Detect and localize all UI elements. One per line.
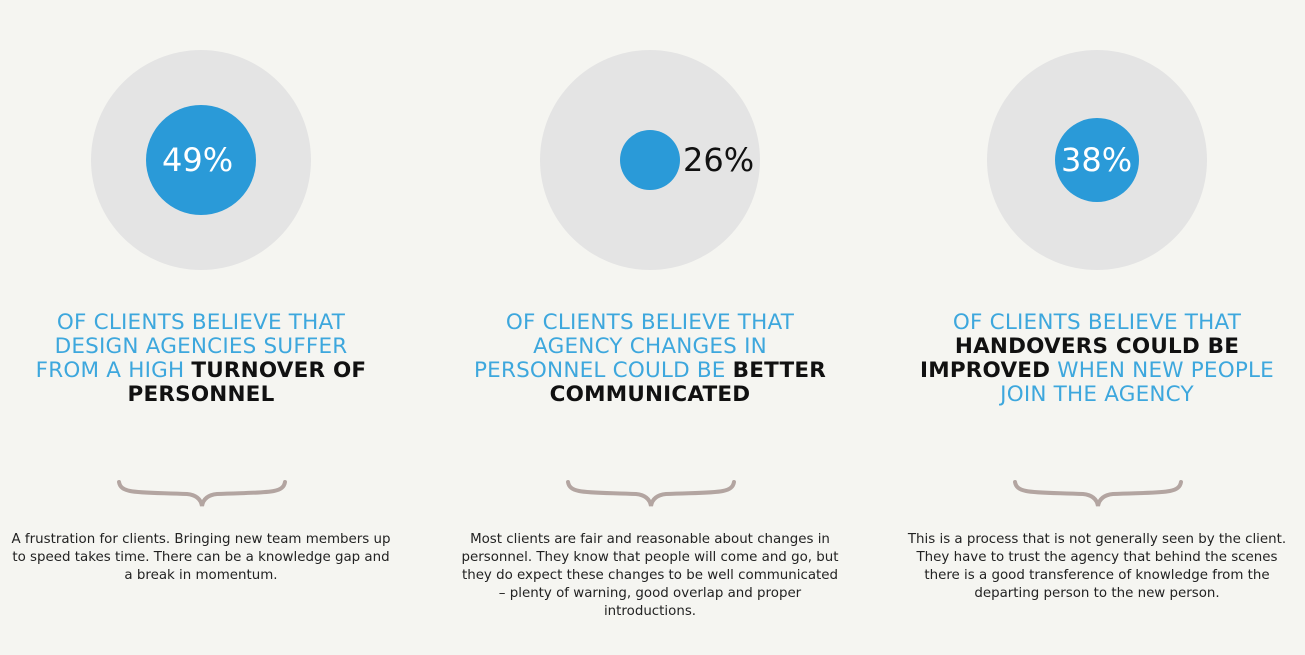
curly-brace-divider (117, 480, 287, 507)
headline-line: PERSONNEL COULD BE (474, 358, 733, 383)
stat-panel-turnover: 49% OF CLIENTS BELIEVE THAT DESIGN AGENC… (0, 0, 411, 655)
headline-emphasis: PERSONNEL (127, 382, 275, 407)
headline-line: DESIGN AGENCIES SUFFER (54, 334, 348, 359)
stat-percentage: 38% (1061, 141, 1133, 179)
headline-line: WHEN NEW PEOPLE (1050, 358, 1274, 383)
headline-emphasis: HANDOVERS COULD BE (954, 334, 1240, 359)
stat-description: This is a process that is not generally … (907, 532, 1287, 601)
stat-description: A frustration for clients. Bringing new … (11, 532, 391, 583)
headline-line: OF CLIENTS BELIEVE THAT (505, 310, 795, 335)
headline-line: AGENCY CHANGES IN (533, 334, 767, 359)
stat-description: Most clients are fair and reasonable abo… (461, 532, 839, 619)
headline-emphasis: COMMUNICATED (549, 382, 751, 407)
stat-percentage: 26% (683, 141, 755, 179)
stat-dot (620, 130, 680, 190)
curly-brace-divider (1013, 480, 1183, 507)
headline-emphasis: TURNOVER OF (191, 358, 367, 383)
headline-line: OF CLIENTS BELIEVE THAT (952, 310, 1242, 335)
stat-dot (146, 105, 256, 215)
stat-dot (1055, 118, 1139, 202)
headline-line: FROM A HIGH (35, 358, 192, 383)
stat-panel-communication: 26% OF CLIENTS BELIEVE THAT AGENCY CHANG… (440, 0, 860, 655)
stat-percentage: 49% (162, 141, 234, 179)
headline-emphasis: BETTER (732, 358, 826, 383)
headline-line: JOIN THE AGENCY (1000, 382, 1194, 407)
stat-panel-handovers: 38% OF CLIENTS BELIEVE THAT HANDOVERS CO… (887, 0, 1305, 655)
stat-headline: OF CLIENTS BELIEVE THAT HANDOVERS COULD … (887, 311, 1305, 407)
stat-headline: OF CLIENTS BELIEVE THAT AGENCY CHANGES I… (440, 311, 860, 407)
curly-brace-divider (566, 480, 736, 507)
headline-line: OF CLIENTS BELIEVE THAT (56, 310, 346, 335)
stat-headline: OF CLIENTS BELIEVE THAT DESIGN AGENCIES … (0, 311, 411, 407)
headline-emphasis: IMPROVED (920, 358, 1051, 383)
